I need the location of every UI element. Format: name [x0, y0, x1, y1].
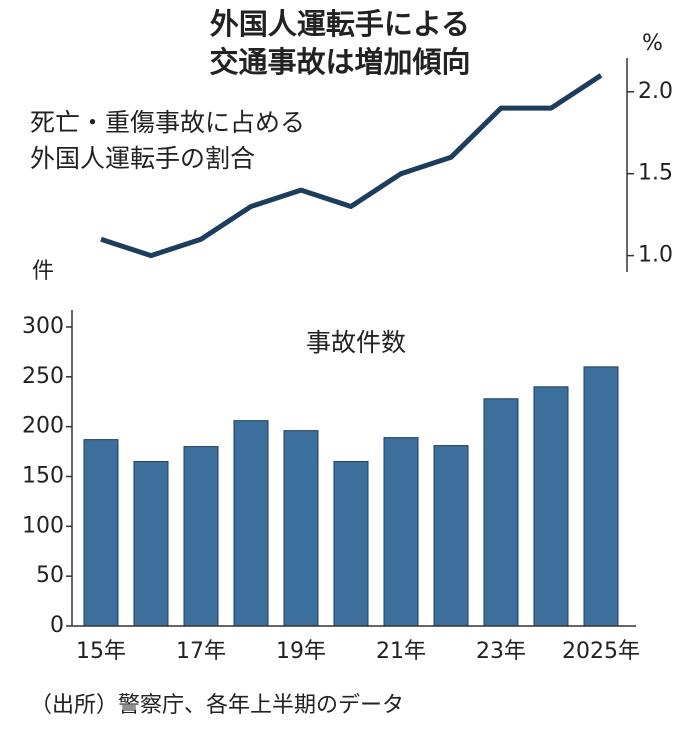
bar — [483, 398, 519, 627]
x-tick-label: 15年 — [76, 639, 126, 664]
y-tick-label: 0 — [50, 613, 64, 638]
bar — [283, 430, 319, 627]
bar — [533, 386, 569, 627]
x-tick-label: 23年 — [476, 639, 526, 664]
y-tick-label: 50 — [36, 563, 64, 588]
bar — [383, 437, 419, 627]
unit: % — [642, 31, 663, 56]
x-tick-label: 21年 — [376, 639, 426, 664]
y-tick-label: 300 — [22, 314, 64, 339]
bar — [583, 366, 619, 627]
x-tick-label: 19年 — [276, 639, 326, 664]
bar — [83, 439, 119, 627]
bar — [183, 446, 219, 627]
y-tick-label: 100 — [22, 513, 64, 538]
bar — [333, 461, 369, 627]
unit: 件 — [32, 259, 54, 284]
x-tick-label: 2025年 — [562, 639, 640, 664]
bar — [433, 445, 469, 627]
bar-label: 事故件数 — [306, 328, 406, 357]
y-tick-label: 150 — [22, 464, 64, 489]
y-tick-label: 250 — [22, 364, 64, 389]
line — [100, 73, 603, 259]
source: （出所）警察庁、各年上半期のデータ — [30, 693, 404, 718]
y2-tick-label: 1.0 — [638, 243, 673, 268]
bar — [133, 461, 169, 627]
line-label: 外国人運転手の割合 — [30, 144, 255, 173]
x-tick-label: 17年 — [176, 639, 226, 664]
y-tick-label: 200 — [22, 414, 64, 439]
title: 外国人運転手による — [210, 7, 470, 41]
title: 交通事故は増加傾向 — [209, 45, 470, 79]
line-label: 死亡・重傷事故に占める — [30, 108, 305, 137]
y2-tick-label: 2.0 — [638, 79, 673, 104]
y2-tick-label: 1.5 — [638, 161, 673, 186]
bar — [233, 420, 269, 627]
